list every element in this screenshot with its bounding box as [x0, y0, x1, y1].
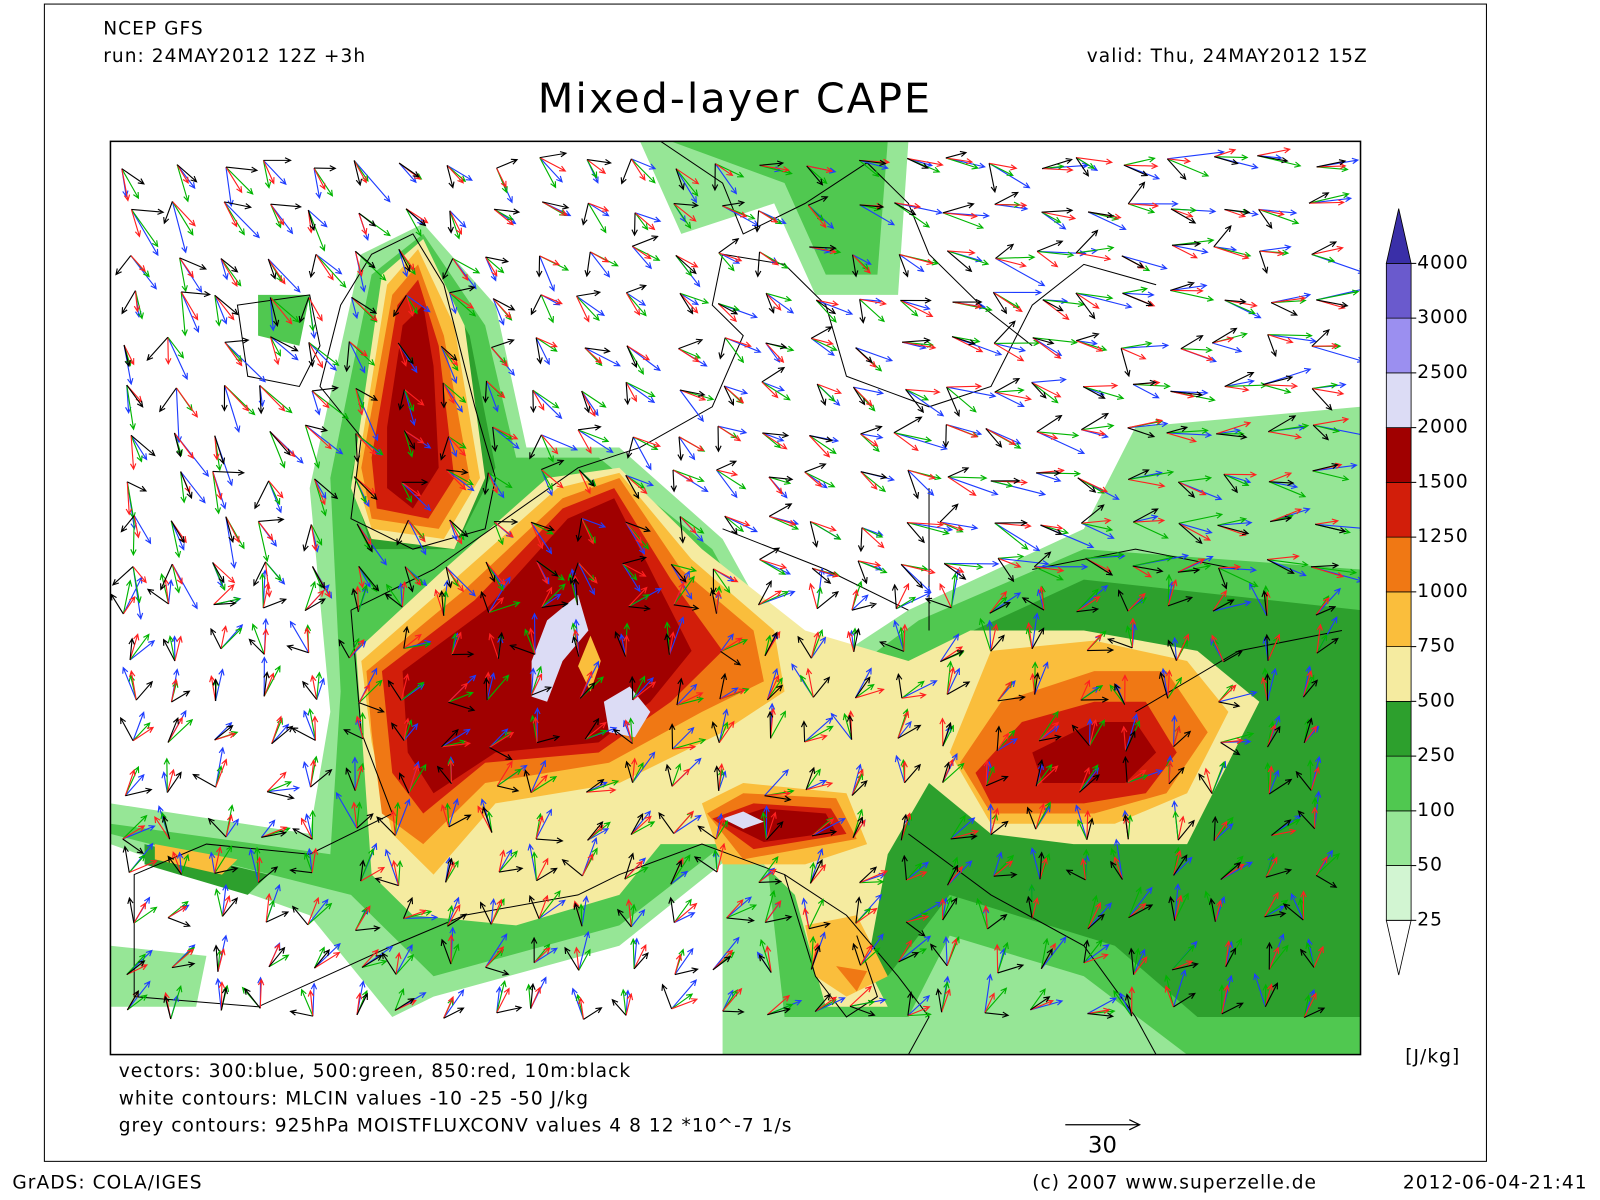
reference-arrow [1065, 1119, 1141, 1131]
colorbar-label: 3000 [1417, 307, 1468, 328]
colorbar-segment [1385, 755, 1412, 812]
cape-area [578, 635, 601, 692]
cape-area [387, 305, 1157, 843]
run-label: run: 24MAY2012 12Z +3h [103, 46, 366, 67]
colorbar-label: 2000 [1417, 417, 1468, 438]
map-frame [109, 140, 1362, 1056]
timestamp: 2012-06-04-21:41 [1403, 1173, 1588, 1194]
colorbar-segment [1385, 372, 1412, 429]
colorbar-label: 25 [1417, 909, 1443, 930]
legend-note: vectors: 300:blue, 500:green, 850:red, 1… [119, 1061, 631, 1082]
colorbar-label: 250 [1417, 745, 1456, 766]
colorbar-segment [1385, 865, 1412, 921]
cape-field [110, 141, 1361, 1055]
colorbar-label: 500 [1417, 690, 1456, 711]
colorbar-label: 1000 [1417, 581, 1468, 602]
colorbar-segment [1385, 810, 1412, 867]
colorbar-segment [1385, 317, 1412, 374]
colorbar-label: 4000 [1417, 252, 1468, 273]
map-title: Mixed-layer CAPE [538, 75, 932, 123]
colorbar-label: 750 [1417, 636, 1456, 657]
colorbar-segment [1385, 208, 1412, 264]
legend-note: grey contours: 925hPa MOISTFLUXCONV valu… [119, 1116, 793, 1137]
reference-vector-label: 30 [1088, 1133, 1117, 1159]
reference-vector: 30 [1065, 1119, 1141, 1159]
colorbar-segment [1385, 536, 1412, 593]
colorbar-label: 1250 [1417, 526, 1468, 547]
software-credit: GrADS: COLA/IGES [12, 1173, 202, 1194]
copyright: (c) 2007 www.superzelle.de [1032, 1173, 1317, 1194]
wind-vector-set [121, 147, 1350, 1020]
valid-label: valid: Thu, 24MAY2012 15Z [1087, 46, 1368, 67]
colorbar-segment [1385, 700, 1412, 757]
wind-vectors [110, 147, 1361, 1020]
legend-note: white contours: MLCIN values -10 -25 -50… [119, 1088, 589, 1109]
cape-area [531, 594, 764, 829]
colorbar-label: 2500 [1417, 362, 1468, 383]
colorbar-segment [1385, 646, 1412, 702]
colorbar-label: 100 [1417, 800, 1456, 821]
colorbar-segment [1385, 591, 1412, 648]
wind-vector-set [110, 150, 1349, 1020]
colorbar-label: 50 [1417, 855, 1443, 876]
colorbar-segment [1385, 262, 1412, 319]
colorbar-unit: [J/kg] [1405, 1047, 1460, 1068]
colorbar-segment [1385, 427, 1412, 483]
source-label: NCEP GFS [103, 19, 204, 40]
colorbar: 25 50 100 250 500 750 1000 1250 1500 2000 2500 3000… [1385, 208, 1468, 976]
colorbar-label: 1500 [1417, 471, 1468, 492]
colorbar-segment [1385, 481, 1412, 538]
